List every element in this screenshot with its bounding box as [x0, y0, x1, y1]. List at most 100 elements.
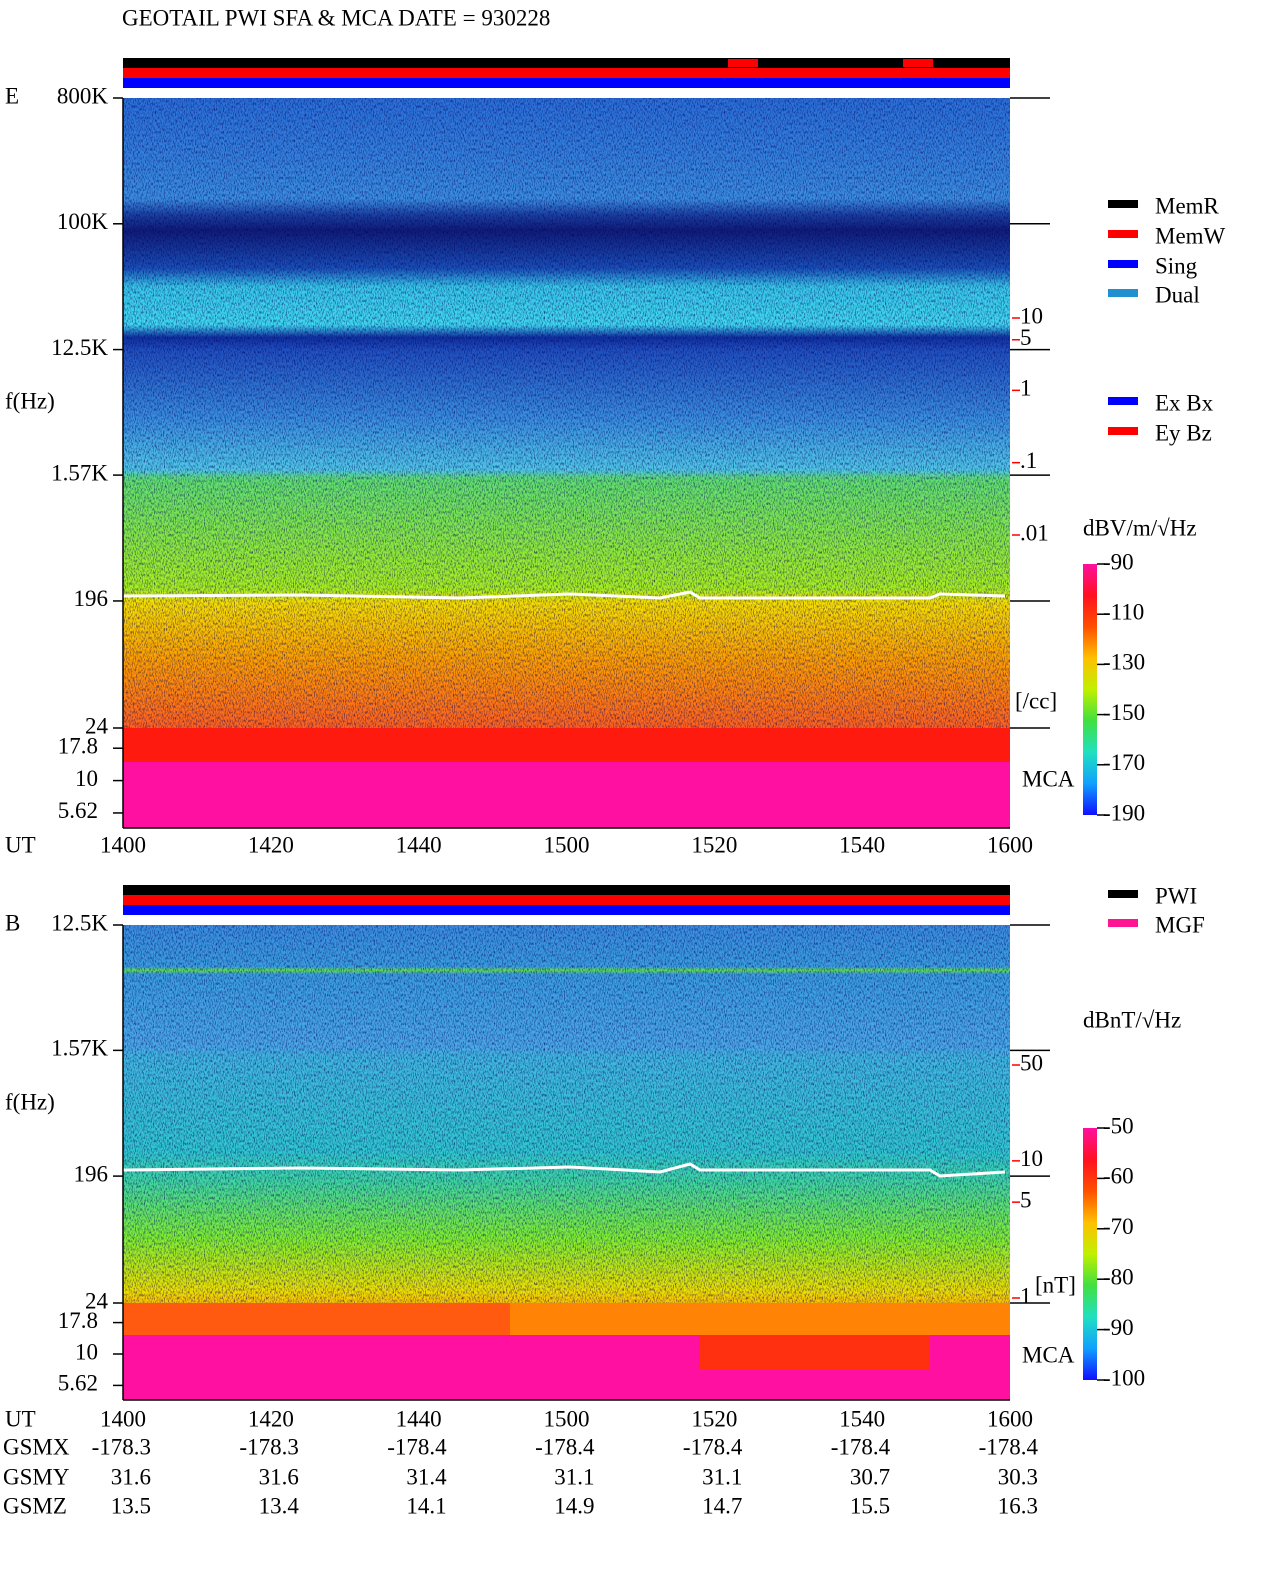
mca-band [510, 1303, 1010, 1335]
status-bar [123, 78, 1010, 88]
legend-swatch [1108, 289, 1138, 297]
y-axis-label: f(Hz) [5, 1089, 55, 1114]
legend-swatch [1108, 427, 1138, 435]
mca-label: MCA [1022, 1342, 1075, 1367]
y-tick-label: 196 [74, 586, 109, 611]
colorbar-tick-label: -50 [1103, 1113, 1134, 1138]
title: GEOTAIL PWI SFA & MCA DATE = 930228 [122, 5, 550, 30]
orbit-value: 13.4 [259, 1493, 300, 1518]
mca-tick-label: 17.8 [58, 733, 98, 758]
colorbar-tick-label: -190 [1103, 800, 1145, 825]
legend-label: PWI [1155, 883, 1197, 908]
x-tick-label: 1420 [248, 832, 294, 857]
orbit-value: -178.4 [535, 1434, 595, 1459]
status-mark [728, 59, 758, 67]
status-bar [123, 905, 1010, 915]
density-tick-label: 50 [1020, 1050, 1043, 1075]
cyclotron-line [122, 590, 1006, 600]
y-tick-label: 24 [85, 713, 109, 738]
density-tick-label: .1 [1020, 448, 1037, 473]
x-tick-label: 1400 [100, 832, 146, 857]
orbit-value: 30.3 [998, 1464, 1038, 1489]
density-tick-label: 5 [1020, 1187, 1032, 1212]
legend-label: Dual [1155, 282, 1200, 307]
legend-label: Ey Bz [1155, 420, 1212, 445]
mca-tick-label: 5.62 [58, 1371, 98, 1396]
orbit-value: -178.3 [239, 1434, 298, 1459]
panel-label: B [5, 910, 20, 935]
legend-swatch [1108, 200, 1138, 208]
x-axis-label: UT [5, 1406, 36, 1431]
legend-swatch [1108, 260, 1138, 268]
x-tick-label: 1540 [839, 1406, 885, 1431]
y-tick-label: 12.5K [51, 335, 108, 360]
orbit-value: 14.9 [554, 1493, 594, 1518]
colorbar-tick-label: -60 [1103, 1164, 1134, 1189]
colorbar-label: dBV/m/√Hz [1083, 515, 1197, 540]
orbit-value: 30.7 [850, 1464, 890, 1489]
orbit-value: 16.3 [998, 1493, 1038, 1518]
x-axis-label: UT [5, 832, 36, 857]
density-tick-label: 10 [1020, 303, 1043, 328]
orbit-value: -178.4 [979, 1434, 1039, 1459]
status-bar [123, 895, 1010, 905]
density-tick-label: 5 [1020, 325, 1032, 350]
mca-tick-label: 10 [75, 1339, 98, 1364]
x-tick-label: 1600 [987, 832, 1033, 857]
orbit-label: GSMZ [3, 1493, 67, 1518]
panel-label: E [5, 83, 19, 108]
legend-swatch [1108, 890, 1138, 898]
colorbar [1083, 564, 1097, 815]
x-tick-label: 1520 [691, 832, 737, 857]
density-tick-label: 1 [1020, 1283, 1032, 1308]
legend-label: MemR [1155, 193, 1220, 218]
legend-swatch [1108, 230, 1138, 238]
y-tick-label: 1.57K [51, 1036, 108, 1061]
colorbar-tick-label: -90 [1103, 1315, 1134, 1340]
y-tick-label: 1.57K [51, 460, 108, 485]
colorbar [1083, 1128, 1097, 1380]
orbit-value: 31.6 [259, 1464, 299, 1489]
status-bar [123, 885, 1010, 895]
colorbar-label: dBnT/√Hz [1083, 1007, 1181, 1032]
orbit-value: -178.3 [92, 1434, 151, 1459]
x-tick-label: 1500 [544, 832, 590, 857]
colorbar-tick-label: -130 [1103, 650, 1145, 675]
x-tick-label: 1500 [544, 1406, 590, 1431]
colorbar-tick-label: -80 [1103, 1264, 1134, 1289]
orbit-label: GSMX [3, 1434, 70, 1459]
mca-band [123, 728, 1010, 762]
orbit-value: 31.6 [111, 1464, 151, 1489]
y-tick-label: 12.5K [51, 910, 108, 935]
spectrogram-noise [123, 925, 1010, 1303]
orbit-value: -178.4 [683, 1434, 743, 1459]
y-tick-label: 800K [57, 83, 109, 108]
legend-label: MemW [1155, 223, 1226, 248]
legend-swatch [1108, 397, 1138, 405]
colorbar-tick-label: -110 [1103, 599, 1144, 624]
density-tick-label: 10 [1020, 1146, 1043, 1171]
y-tick-label: 100K [57, 209, 109, 234]
cyclotron-line [122, 1162, 1006, 1178]
x-tick-label: 1440 [396, 832, 442, 857]
mca-tick-label: 17.8 [58, 1308, 98, 1333]
colorbar-tick-label: -150 [1103, 700, 1145, 725]
colorbar-tick-label: -100 [1103, 1365, 1145, 1390]
legend-label: Ex Bx [1155, 390, 1214, 415]
y-axis-label: f(Hz) [5, 388, 55, 413]
colorbar-tick-label: -170 [1103, 750, 1145, 775]
x-tick-label: 1520 [691, 1406, 737, 1431]
spectrogram-noise [123, 98, 1010, 728]
orbit-value: 31.1 [702, 1464, 742, 1489]
x-tick-label: 1400 [100, 1406, 146, 1431]
status-mark [903, 59, 933, 67]
orbit-value: -178.4 [831, 1434, 891, 1459]
density-label: [nT] [1035, 1272, 1076, 1297]
y-tick-label: 24 [85, 1288, 109, 1313]
mca-band [700, 1335, 930, 1370]
x-tick-label: 1540 [839, 832, 885, 857]
legend-swatch [1108, 919, 1138, 927]
orbit-value: -178.4 [387, 1434, 447, 1459]
status-bar [123, 58, 1010, 68]
